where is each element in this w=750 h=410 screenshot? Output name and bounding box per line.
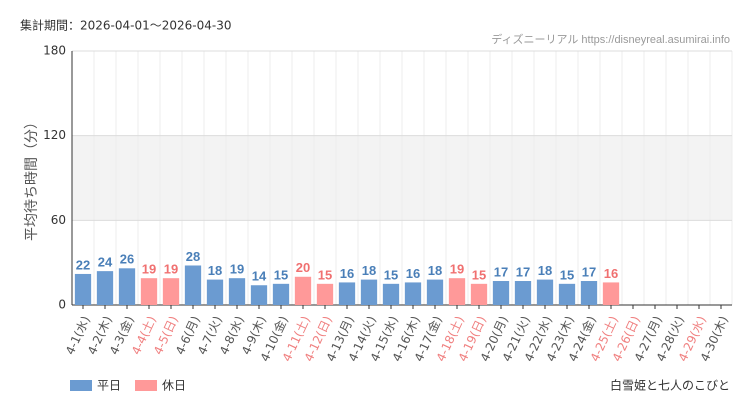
data-label: 17 — [494, 264, 508, 279]
data-label: 16 — [604, 266, 618, 281]
bar — [514, 281, 532, 305]
bar — [338, 282, 356, 305]
data-label: 19 — [230, 262, 244, 277]
data-label: 15 — [560, 267, 574, 282]
legend-swatch — [135, 380, 157, 391]
y-tick-label: 120 — [43, 128, 66, 142]
bar — [448, 278, 466, 305]
bar — [580, 281, 598, 305]
data-label: 15 — [318, 267, 332, 282]
data-label: 17 — [516, 264, 530, 279]
data-label: 15 — [472, 267, 486, 282]
bar — [118, 268, 136, 305]
bar — [162, 278, 180, 305]
data-label: 24 — [98, 255, 113, 270]
data-label: 18 — [208, 263, 222, 278]
attraction-name: 白雪姫と七人のこびと — [610, 378, 730, 393]
bar — [74, 273, 92, 305]
bar — [96, 271, 114, 305]
bar — [426, 279, 444, 305]
data-label: 19 — [450, 262, 464, 277]
data-label: 16 — [340, 266, 354, 281]
data-label: 16 — [406, 266, 420, 281]
bar — [536, 279, 554, 305]
data-label: 22 — [76, 257, 90, 272]
data-label: 18 — [362, 263, 376, 278]
bar — [382, 283, 400, 305]
bar — [140, 278, 158, 305]
legend-label: 休日 — [162, 379, 186, 393]
legend-swatch — [70, 380, 92, 391]
bar — [404, 282, 422, 305]
period: 集計期間：2026-04-01～2026-04-30 — [20, 18, 231, 33]
bar — [272, 283, 290, 305]
source: ディズニーリアル https://disneyreal.asumirai.inf… — [491, 32, 730, 46]
bar — [558, 283, 576, 305]
bar — [470, 283, 488, 305]
data-label: 20 — [296, 260, 310, 275]
bar — [184, 265, 202, 305]
data-label: 14 — [252, 269, 267, 284]
bar — [360, 279, 378, 305]
bar — [250, 285, 268, 305]
y-tick-label: 180 — [43, 44, 66, 58]
bar — [206, 279, 224, 305]
data-label: 28 — [186, 249, 200, 264]
bar — [602, 282, 620, 305]
bar — [228, 278, 246, 305]
data-label: 18 — [538, 263, 552, 278]
data-label: 15 — [384, 267, 398, 282]
y-axis-label: 平均待ち時間（分） — [24, 115, 40, 241]
data-label: 19 — [164, 262, 178, 277]
data-label: 18 — [428, 263, 442, 278]
data-label: 17 — [582, 264, 596, 279]
data-label: 19 — [142, 262, 156, 277]
legend-label: 平日 — [97, 379, 121, 393]
bar — [492, 281, 510, 305]
y-tick-label: 0 — [58, 298, 66, 312]
data-label: 15 — [274, 267, 288, 282]
bar — [316, 283, 334, 305]
bar — [294, 276, 312, 305]
data-label: 26 — [120, 252, 134, 267]
y-tick-label: 60 — [51, 213, 66, 227]
